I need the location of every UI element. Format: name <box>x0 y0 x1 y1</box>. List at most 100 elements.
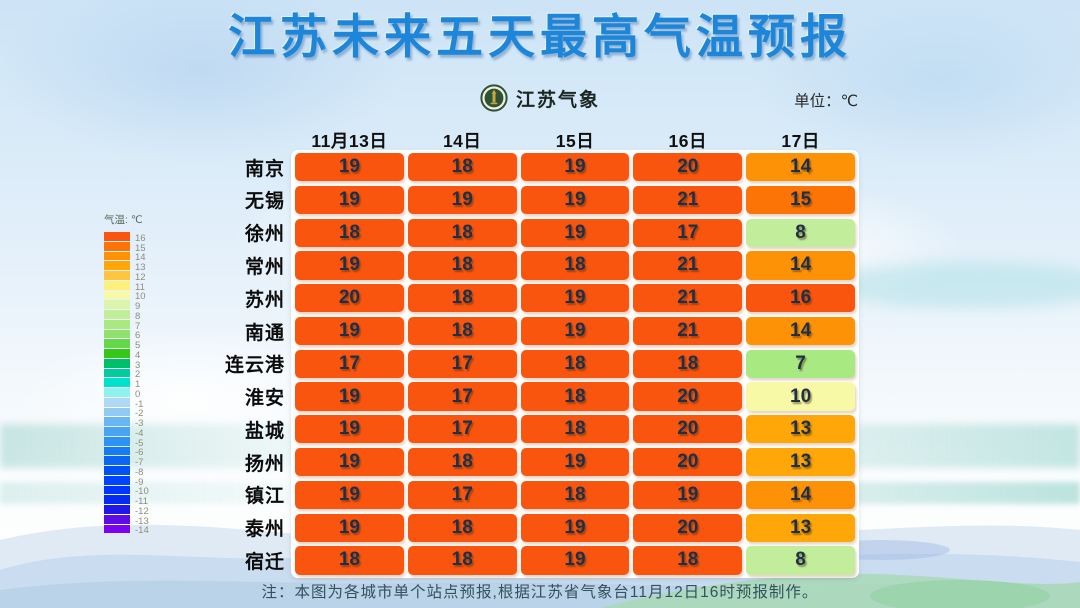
temperature-cell: 8 <box>746 546 855 575</box>
city-label: 无锡 <box>244 191 285 213</box>
date-header: 14日 <box>442 131 482 151</box>
legend-entry: -2 <box>104 407 149 420</box>
legend-label: 11 <box>135 281 145 293</box>
temperature-cell: 19 <box>520 153 630 182</box>
legend-swatch <box>104 241 130 251</box>
legend-entry: 2 <box>104 368 149 381</box>
legend-swatch <box>104 524 130 534</box>
legend-label: 0 <box>135 388 141 400</box>
temperature-cell: 18 <box>520 415 630 444</box>
legend-label: 2 <box>135 369 141 381</box>
table-row: 宿迁 18 18 19 18 8 <box>190 546 855 575</box>
legend-label: 13 <box>135 262 146 273</box>
date-header-row: 11月13日 14日 15日 16日 17日 <box>295 128 855 153</box>
legend-entry: 12 <box>104 271 149 283</box>
table-row: 扬州 19 18 19 20 13 <box>190 448 855 477</box>
temperature-cell: 21 <box>633 185 743 214</box>
temperature-cell: 19 <box>295 382 404 411</box>
legend-entry: 8 <box>104 310 149 321</box>
legend-swatch <box>104 232 130 241</box>
legend-swatch <box>104 417 130 426</box>
date-header: 17日 <box>781 131 820 151</box>
temperature-cell: 10 <box>746 382 855 411</box>
city-cells: 18 18 19 18 8 <box>295 546 855 575</box>
city-cells: 19 19 19 21 15 <box>295 185 855 214</box>
aqua-watercolor-patch <box>820 262 1080 308</box>
legend-swatch <box>104 427 130 436</box>
legend-label: 10 <box>135 291 146 303</box>
city-cells: 19 18 18 21 14 <box>295 251 855 280</box>
date-header: 11月13日 <box>311 131 388 151</box>
table-row: 苏州 20 18 19 21 16 <box>190 284 855 313</box>
temperature-cell: 18 <box>407 153 517 182</box>
temperature-cell: 13 <box>746 448 855 477</box>
legend-label: -10 <box>135 486 149 498</box>
temperature-cell: 14 <box>746 316 855 346</box>
city-label: 淮安 <box>244 388 285 410</box>
legend-entry: 1 <box>104 378 149 389</box>
legend-entry: -7 <box>104 456 149 467</box>
temperature-cell: 20 <box>295 284 404 313</box>
temperature-cell: 20 <box>633 513 743 542</box>
temperature-cell: 17 <box>295 349 404 378</box>
city-cells: 20 18 19 21 16 <box>295 284 855 313</box>
legend-label: -11 <box>135 496 149 507</box>
temperature-cell: 18 <box>520 480 630 509</box>
legend-label: -1 <box>135 398 144 410</box>
table-row: 淮安 19 17 18 20 10 <box>190 382 855 411</box>
temperature-cell: 20 <box>633 415 743 444</box>
temperature-cell: 20 <box>633 153 743 182</box>
temperature-cell: 7 <box>746 349 855 378</box>
temperature-cell: 18 <box>407 218 517 247</box>
legend-entry: 3 <box>104 358 149 370</box>
city-cells: 19 17 18 19 14 <box>295 480 855 509</box>
temperature-cell: 18 <box>295 546 404 575</box>
legend-entry: 6 <box>104 329 149 341</box>
temperature-legend: 气温: ℃ 16 15 14 13 12 11 10 9 8 7 6 5 4 3 2 1 0 -1 -2 -3 -4 -5… <box>104 212 149 536</box>
legend-swatch <box>104 514 130 524</box>
legend-entry: 0 <box>104 388 149 400</box>
table-row: 镇江 19 17 18 19 14 <box>190 480 855 509</box>
temperature-cell: 17 <box>407 349 517 378</box>
page-title: 江苏未来五天最高气温预报 <box>228 10 852 63</box>
legend-entry: -10 <box>104 485 149 498</box>
legend-label: -4 <box>135 427 144 439</box>
temperature-cell: 18 <box>407 513 517 542</box>
temperature-cell: 18 <box>520 251 630 280</box>
legend-entry: -8 <box>104 466 149 478</box>
city-label: 南京 <box>244 158 285 180</box>
legend-swatch <box>104 485 130 495</box>
legend-entry: 16 <box>104 232 149 243</box>
legend-label: -8 <box>135 466 144 478</box>
temperature-cell: 18 <box>520 349 630 378</box>
legend-swatch <box>104 475 130 485</box>
legend-label: -2 <box>135 408 144 420</box>
table-row: 南通 19 18 19 21 14 <box>190 316 855 346</box>
temperature-cell: 18 <box>407 284 517 313</box>
temperature-cell: 18 <box>295 218 404 247</box>
city-label: 泰州 <box>244 519 285 541</box>
temperature-cell: 14 <box>746 480 855 509</box>
temperature-cell: 17 <box>633 218 743 247</box>
brand: 江苏气象 <box>0 83 1080 113</box>
legend-label: -9 <box>135 476 144 488</box>
city-label: 镇江 <box>244 486 285 508</box>
legend-entry: -9 <box>104 475 149 488</box>
temperature-cell: 19 <box>520 218 630 247</box>
legend-entry: 9 <box>104 300 149 311</box>
city-cells: 18 18 19 17 8 <box>295 218 855 247</box>
legend-label: -12 <box>135 505 149 517</box>
temperature-cell: 18 <box>407 546 517 575</box>
legend-entry: 5 <box>104 339 149 350</box>
city-cells: 19 18 19 20 13 <box>295 448 855 477</box>
temperature-cell: 19 <box>520 185 630 214</box>
city-label: 南通 <box>244 322 285 344</box>
temperature-cell: 21 <box>633 284 743 313</box>
legend-label: 12 <box>135 271 146 283</box>
table-row: 常州 19 18 18 21 14 <box>190 251 855 280</box>
temperature-cell: 19 <box>295 415 404 444</box>
legend-entry: -12 <box>104 505 149 517</box>
legend-label: -13 <box>135 515 149 527</box>
legend-label: 15 <box>135 242 146 254</box>
legend-swatch <box>104 310 130 319</box>
